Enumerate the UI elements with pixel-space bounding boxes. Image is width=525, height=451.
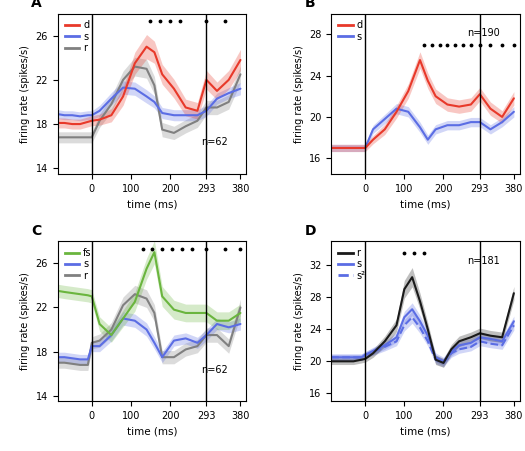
Text: D: D — [305, 224, 316, 238]
Legend: d, s: d, s — [336, 18, 364, 44]
X-axis label: time (ms): time (ms) — [400, 427, 451, 437]
Text: n=62: n=62 — [201, 137, 228, 147]
Text: A: A — [32, 0, 42, 10]
X-axis label: time (ms): time (ms) — [127, 199, 177, 209]
Text: n=62: n=62 — [201, 364, 228, 374]
Text: B: B — [305, 0, 316, 10]
X-axis label: time (ms): time (ms) — [400, 199, 451, 209]
Y-axis label: firing rate (spikes/s): firing rate (spikes/s) — [20, 45, 30, 143]
Text: n=190: n=190 — [467, 28, 500, 38]
X-axis label: time (ms): time (ms) — [127, 427, 177, 437]
Legend: fs, s, r: fs, s, r — [62, 246, 93, 283]
Legend: r, s, s²: r, s, s² — [336, 246, 367, 283]
Y-axis label: firing rate (spikes/s): firing rate (spikes/s) — [293, 272, 303, 370]
Text: C: C — [32, 224, 41, 238]
Y-axis label: firing rate (spikes/s): firing rate (spikes/s) — [20, 272, 30, 370]
Y-axis label: firing rate (spikes/s): firing rate (spikes/s) — [293, 45, 303, 143]
Legend: d, s, r: d, s, r — [62, 18, 91, 55]
Text: n=181: n=181 — [467, 256, 500, 266]
